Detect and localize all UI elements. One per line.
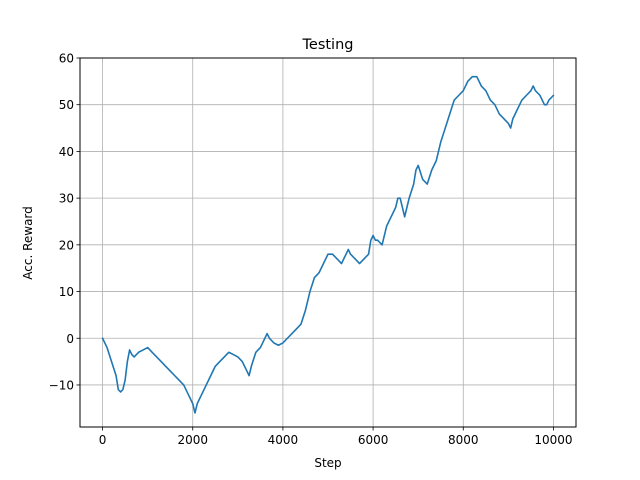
x-tick-label: 2000 bbox=[177, 433, 208, 447]
y-tick-label: 10 bbox=[59, 285, 74, 299]
y-tick-label: 20 bbox=[59, 238, 74, 252]
x-tick-label: 4000 bbox=[268, 433, 299, 447]
series-line bbox=[101, 75, 555, 414]
plot-frame bbox=[79, 57, 577, 428]
y-tick-label: 30 bbox=[59, 192, 74, 206]
y-tick-label: 50 bbox=[59, 98, 74, 112]
x-tick-label: 8000 bbox=[448, 433, 479, 447]
x-tick-label: 6000 bbox=[358, 433, 389, 447]
y-axis-label: Acc. Reward bbox=[21, 206, 35, 280]
series-group bbox=[101, 75, 555, 414]
x-axis-label: Step bbox=[314, 456, 341, 470]
y-tick-label: −10 bbox=[49, 378, 74, 392]
y-axis-ticks: −10 0 10 20 30 40 50 60 bbox=[49, 52, 80, 392]
y-tick-label: 60 bbox=[59, 52, 74, 66]
x-tick-label: 0 bbox=[99, 433, 107, 447]
chart-title: Testing bbox=[302, 37, 354, 53]
y-tick-label: 40 bbox=[59, 145, 74, 159]
x-axis-ticks: 0 2000 4000 6000 8000 10000 bbox=[99, 427, 573, 447]
x-tick-label: 10000 bbox=[534, 433, 572, 447]
y-tick-label: 0 bbox=[66, 332, 74, 346]
